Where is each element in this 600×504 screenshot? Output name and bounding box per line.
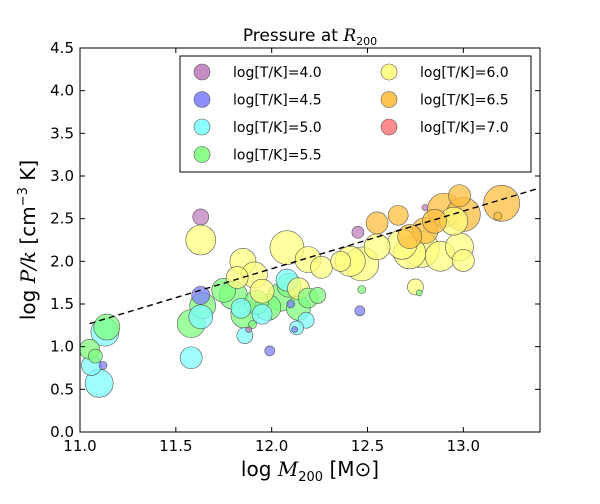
chart-title-text: Pressure at	[243, 26, 343, 46]
data-point-series-1	[191, 286, 211, 305]
legend-label-1: log[T/K]=4.5	[233, 93, 322, 109]
y-tick-label: 1.5	[50, 295, 74, 313]
data-point-series-5	[448, 184, 471, 207]
data-point-series-1	[291, 326, 298, 333]
data-point-series-1	[264, 345, 276, 357]
y-tick-label: 4.5	[50, 39, 74, 57]
legend-marker-3	[193, 146, 211, 163]
data-point-series-5	[493, 211, 503, 221]
data-point-series-2	[188, 304, 214, 330]
y-axis-label: log P/k [cm−3 K]	[16, 160, 40, 320]
x-tick-label: 11.0	[63, 437, 96, 455]
x-tick-label: 12.5	[351, 437, 384, 455]
data-point-series-5	[365, 211, 389, 235]
legend-label-5: log[T/K]=6.5	[420, 93, 509, 109]
data-point-series-4	[225, 266, 249, 289]
data-point-series-3	[309, 287, 326, 304]
data-point-series-3	[415, 289, 423, 297]
data-point-series-5	[422, 208, 447, 234]
legend-label-6: log[T/K]=7.0	[420, 120, 509, 136]
chart-title-symbol: R	[342, 26, 356, 46]
data-point-series-4	[249, 278, 275, 304]
data-point-series-4	[330, 251, 351, 272]
data-point-series-2	[230, 297, 252, 319]
data-point-series-5	[397, 224, 422, 249]
x-axis-label-symbol: M	[277, 457, 299, 481]
chart-title: Pressure at R200	[243, 26, 377, 48]
data-point-series-1	[286, 299, 296, 309]
y-tick-label: 0.5	[50, 380, 74, 398]
legend-marker-6	[380, 118, 398, 136]
fit-line	[89, 187, 540, 325]
data-point-series-2	[179, 346, 203, 370]
legend-marker-0	[193, 63, 211, 81]
data-point-series-2	[251, 303, 273, 325]
data-point-series-5	[387, 204, 409, 226]
ticks-layer: 11.0 11.5 12.0 12.5 13.0 0.0 0.5 1.0 1.5 2.0 2.5 3.…	[50, 39, 540, 455]
data-point-series-3	[88, 348, 103, 364]
data-point-series-3	[357, 285, 367, 294]
x-axis-label-subscript: 200	[298, 470, 323, 485]
x-tick-label: 12.0	[255, 437, 288, 455]
legend: log[T/K]=4.0 log[T/K]=4.5 log[T/K]=5.0 log[…	[179, 55, 532, 173]
data-point-series-4	[185, 224, 217, 256]
chart-title-subscript: 200	[356, 35, 377, 48]
x-axis-label: log M200 [M⊙]	[241, 457, 379, 485]
legend-label-4: log[T/K]=6.0	[420, 65, 509, 81]
data-point-series-4	[452, 249, 475, 272]
data-point-series-1	[354, 305, 366, 317]
y-tick-label: 1.0	[50, 338, 74, 356]
y-axis-label-symbol: P/k	[16, 251, 40, 284]
y-tick-label: 3.5	[50, 124, 74, 142]
data-point-series-0	[351, 226, 365, 239]
data-point-series-0	[245, 326, 252, 333]
y-axis-label-unit-pre: [cm	[16, 206, 40, 251]
data-point-series-3	[93, 313, 121, 341]
legend-label-0: log[T/K]=4.0	[233, 65, 322, 81]
y-tick-label: 3.0	[50, 167, 74, 185]
y-axis-label-superscript: −3	[16, 187, 31, 206]
legend-marker-4	[380, 63, 398, 81]
legend-marker-5	[380, 91, 398, 108]
legend-frame	[179, 55, 532, 173]
data-point-series-0	[192, 208, 210, 226]
points-layer	[80, 184, 520, 398]
data-point-series-4	[310, 256, 333, 279]
data-point-series-5	[483, 185, 520, 222]
y-axis-label-prefix: log	[16, 283, 40, 320]
x-tick-label: 11.5	[159, 437, 192, 455]
y-tick-label: 0.0	[50, 423, 74, 441]
legend-label-3: log[T/K]=5.5	[233, 148, 322, 164]
legend-marker-2	[193, 118, 211, 136]
legend-label-2: log[T/K]=5.0	[233, 120, 322, 136]
plot-frame	[79, 47, 541, 433]
x-axis-label-prefix: log	[241, 457, 278, 481]
data-point-series-1	[98, 361, 108, 370]
y-tick-label: 2.5	[50, 210, 74, 228]
data-point-series-3	[248, 320, 257, 329]
x-axis-label-unit: [M⊙]	[323, 457, 379, 481]
data-point-series-0	[421, 204, 429, 211]
legend-marker-1	[193, 91, 211, 108]
y-tick-label: 4.0	[50, 82, 74, 100]
y-axis-label-unit-post: K]	[16, 160, 40, 187]
y-tick-label: 2.0	[50, 252, 74, 270]
x-tick-label: 13.0	[447, 437, 480, 455]
